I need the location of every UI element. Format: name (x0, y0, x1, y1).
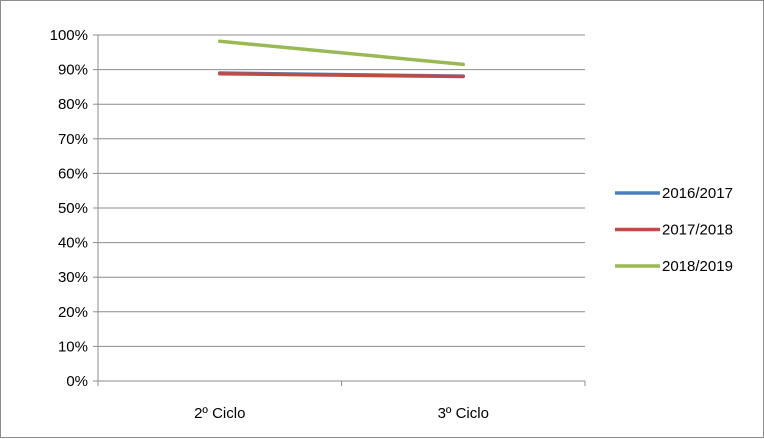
y-tick-label: 100% (50, 27, 88, 44)
x-tick-label: 3º Ciclo (438, 405, 489, 422)
legend: 2016/2017 2017/2018 2018/2019 (615, 185, 733, 275)
y-tick-label: 20% (58, 304, 88, 321)
y-tick-label: 50% (58, 200, 88, 217)
series-line-2018-2019 (218, 39, 465, 67)
legend-label: 2017/2018 (662, 222, 733, 239)
gridlines (98, 34, 585, 347)
legend-label: 2018/2019 (662, 258, 733, 275)
y-tick-label: 30% (58, 269, 88, 286)
x-tick-label: 2º Ciclo (194, 405, 245, 422)
series-lines (218, 39, 465, 79)
y-tick-label: 10% (58, 338, 88, 355)
y-tick-label: 40% (58, 235, 88, 252)
y-tick-labels: 0% 10% 20% 30% 40% 50% 60% 70% 80% 90% 100% (50, 27, 88, 390)
axes (93, 34, 586, 386)
y-tick-label: 90% (58, 62, 88, 79)
y-tick-label: 0% (66, 373, 88, 390)
y-tick-label: 60% (58, 165, 88, 182)
x-tick-labels: 2º Ciclo 3º Ciclo (194, 405, 489, 422)
y-tick-label: 70% (58, 131, 88, 148)
y-tick-label: 80% (58, 96, 88, 113)
series-line-2017-2018 (218, 72, 465, 79)
legend-label: 2016/2017 (662, 185, 733, 202)
